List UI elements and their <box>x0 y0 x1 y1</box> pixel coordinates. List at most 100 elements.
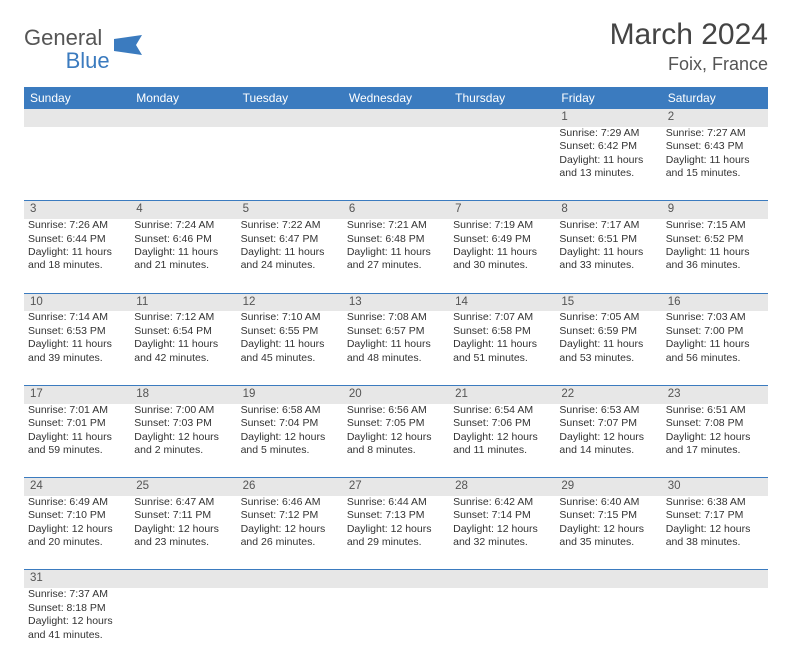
daylight-line-1: Daylight: 11 hours <box>453 338 551 351</box>
calendar-row: Sunrise: 7:37 AMSunset: 8:18 PMDaylight:… <box>24 588 768 662</box>
logo-text-a: General <box>24 25 102 50</box>
empty-cell <box>662 588 768 662</box>
sunrise-line: Sunrise: 6:42 AM <box>453 496 551 509</box>
sunset-line: Sunset: 6:49 PM <box>453 233 551 246</box>
daylight-line-2: and 13 minutes. <box>559 167 657 180</box>
sunrise-line: Sunrise: 6:53 AM <box>559 404 657 417</box>
calendar-row: Sunrise: 7:26 AMSunset: 6:44 PMDaylight:… <box>24 219 768 293</box>
empty-daynum <box>343 109 449 127</box>
sunrise-line: Sunrise: 6:46 AM <box>241 496 339 509</box>
daylight-line-1: Daylight: 11 hours <box>347 338 445 351</box>
daylight-line-2: and 59 minutes. <box>28 444 126 457</box>
sunset-line: Sunset: 7:14 PM <box>453 509 551 522</box>
day-number: 5 <box>237 201 343 219</box>
day-number: 1 <box>555 109 661 127</box>
weekday-header: Monday <box>130 87 236 109</box>
day-cell: Sunrise: 7:01 AMSunset: 7:01 PMDaylight:… <box>24 404 130 478</box>
empty-daynum <box>555 570 661 588</box>
title-block: March 2024 Foix, France <box>610 18 768 75</box>
empty-cell <box>449 127 555 201</box>
sunrise-line: Sunrise: 6:58 AM <box>241 404 339 417</box>
daylight-line-1: Daylight: 11 hours <box>28 431 126 444</box>
day-cell: Sunrise: 7:19 AMSunset: 6:49 PMDaylight:… <box>449 219 555 293</box>
sunset-line: Sunset: 6:42 PM <box>559 140 657 153</box>
daylight-line-2: and 51 minutes. <box>453 352 551 365</box>
day-cell: Sunrise: 7:07 AMSunset: 6:58 PMDaylight:… <box>449 311 555 385</box>
daylight-line-1: Daylight: 12 hours <box>347 523 445 536</box>
weekday-header: Wednesday <box>343 87 449 109</box>
daylight-line-2: and 8 minutes. <box>347 444 445 457</box>
sunset-line: Sunset: 6:52 PM <box>666 233 764 246</box>
daylight-line-2: and 20 minutes. <box>28 536 126 549</box>
daylight-line-2: and 14 minutes. <box>559 444 657 457</box>
daylight-line-1: Daylight: 12 hours <box>28 615 126 628</box>
day-number: 8 <box>555 201 661 219</box>
daylight-line-2: and 27 minutes. <box>347 259 445 272</box>
sunrise-line: Sunrise: 7:14 AM <box>28 311 126 324</box>
sunset-line: Sunset: 8:18 PM <box>28 602 126 615</box>
empty-daynum <box>449 570 555 588</box>
day-number: 21 <box>449 385 555 403</box>
sunset-line: Sunset: 7:04 PM <box>241 417 339 430</box>
daylight-line-1: Daylight: 11 hours <box>559 154 657 167</box>
day-number: 25 <box>130 478 236 496</box>
day-cell: Sunrise: 6:49 AMSunset: 7:10 PMDaylight:… <box>24 496 130 570</box>
daylight-line-2: and 41 minutes. <box>28 629 126 642</box>
calendar-row: Sunrise: 7:29 AMSunset: 6:42 PMDaylight:… <box>24 127 768 201</box>
day-number: 27 <box>343 478 449 496</box>
day-cell: Sunrise: 7:14 AMSunset: 6:53 PMDaylight:… <box>24 311 130 385</box>
day-number: 15 <box>555 293 661 311</box>
day-number: 30 <box>662 478 768 496</box>
day-number: 4 <box>130 201 236 219</box>
sunset-line: Sunset: 7:06 PM <box>453 417 551 430</box>
sunrise-line: Sunrise: 6:40 AM <box>559 496 657 509</box>
day-number: 3 <box>24 201 130 219</box>
daynum-row: 10111213141516 <box>24 293 768 311</box>
month-title: March 2024 <box>610 18 768 52</box>
daylight-line-2: and 5 minutes. <box>241 444 339 457</box>
daylight-line-1: Daylight: 12 hours <box>666 523 764 536</box>
sunset-line: Sunset: 7:13 PM <box>347 509 445 522</box>
daylight-line-1: Daylight: 11 hours <box>28 338 126 351</box>
sunrise-line: Sunrise: 7:19 AM <box>453 219 551 232</box>
empty-daynum <box>24 109 130 127</box>
sunrise-line: Sunrise: 7:24 AM <box>134 219 232 232</box>
daylight-line-2: and 18 minutes. <box>28 259 126 272</box>
weekday-header: Sunday <box>24 87 130 109</box>
location: Foix, France <box>610 54 768 75</box>
daylight-line-1: Daylight: 12 hours <box>134 431 232 444</box>
daylight-line-1: Daylight: 12 hours <box>28 523 126 536</box>
day-number: 26 <box>237 478 343 496</box>
logo-text-b: Blue <box>66 48 110 73</box>
empty-cell <box>449 588 555 662</box>
daylight-line-1: Daylight: 11 hours <box>241 246 339 259</box>
day-number: 22 <box>555 385 661 403</box>
empty-cell <box>237 588 343 662</box>
day-number: 9 <box>662 201 768 219</box>
sunset-line: Sunset: 6:51 PM <box>559 233 657 246</box>
daylight-line-1: Daylight: 11 hours <box>347 246 445 259</box>
day-cell: Sunrise: 7:17 AMSunset: 6:51 PMDaylight:… <box>555 219 661 293</box>
sunrise-line: Sunrise: 6:56 AM <box>347 404 445 417</box>
day-number: 17 <box>24 385 130 403</box>
empty-cell <box>237 127 343 201</box>
day-cell: Sunrise: 6:54 AMSunset: 7:06 PMDaylight:… <box>449 404 555 478</box>
daylight-line-2: and 2 minutes. <box>134 444 232 457</box>
day-cell: Sunrise: 7:27 AMSunset: 6:43 PMDaylight:… <box>662 127 768 201</box>
daylight-line-2: and 11 minutes. <box>453 444 551 457</box>
sunset-line: Sunset: 7:03 PM <box>134 417 232 430</box>
empty-daynum <box>130 570 236 588</box>
sunrise-line: Sunrise: 6:51 AM <box>666 404 764 417</box>
empty-daynum <box>449 109 555 127</box>
daylight-line-1: Daylight: 12 hours <box>241 431 339 444</box>
daynum-row: 24252627282930 <box>24 478 768 496</box>
day-number: 29 <box>555 478 661 496</box>
sunset-line: Sunset: 7:05 PM <box>347 417 445 430</box>
empty-daynum <box>237 570 343 588</box>
daynum-row: 3456789 <box>24 201 768 219</box>
daylight-line-2: and 15 minutes. <box>666 167 764 180</box>
daylight-line-1: Daylight: 12 hours <box>453 523 551 536</box>
daylight-line-1: Daylight: 12 hours <box>559 431 657 444</box>
sunset-line: Sunset: 7:08 PM <box>666 417 764 430</box>
sunset-line: Sunset: 7:12 PM <box>241 509 339 522</box>
